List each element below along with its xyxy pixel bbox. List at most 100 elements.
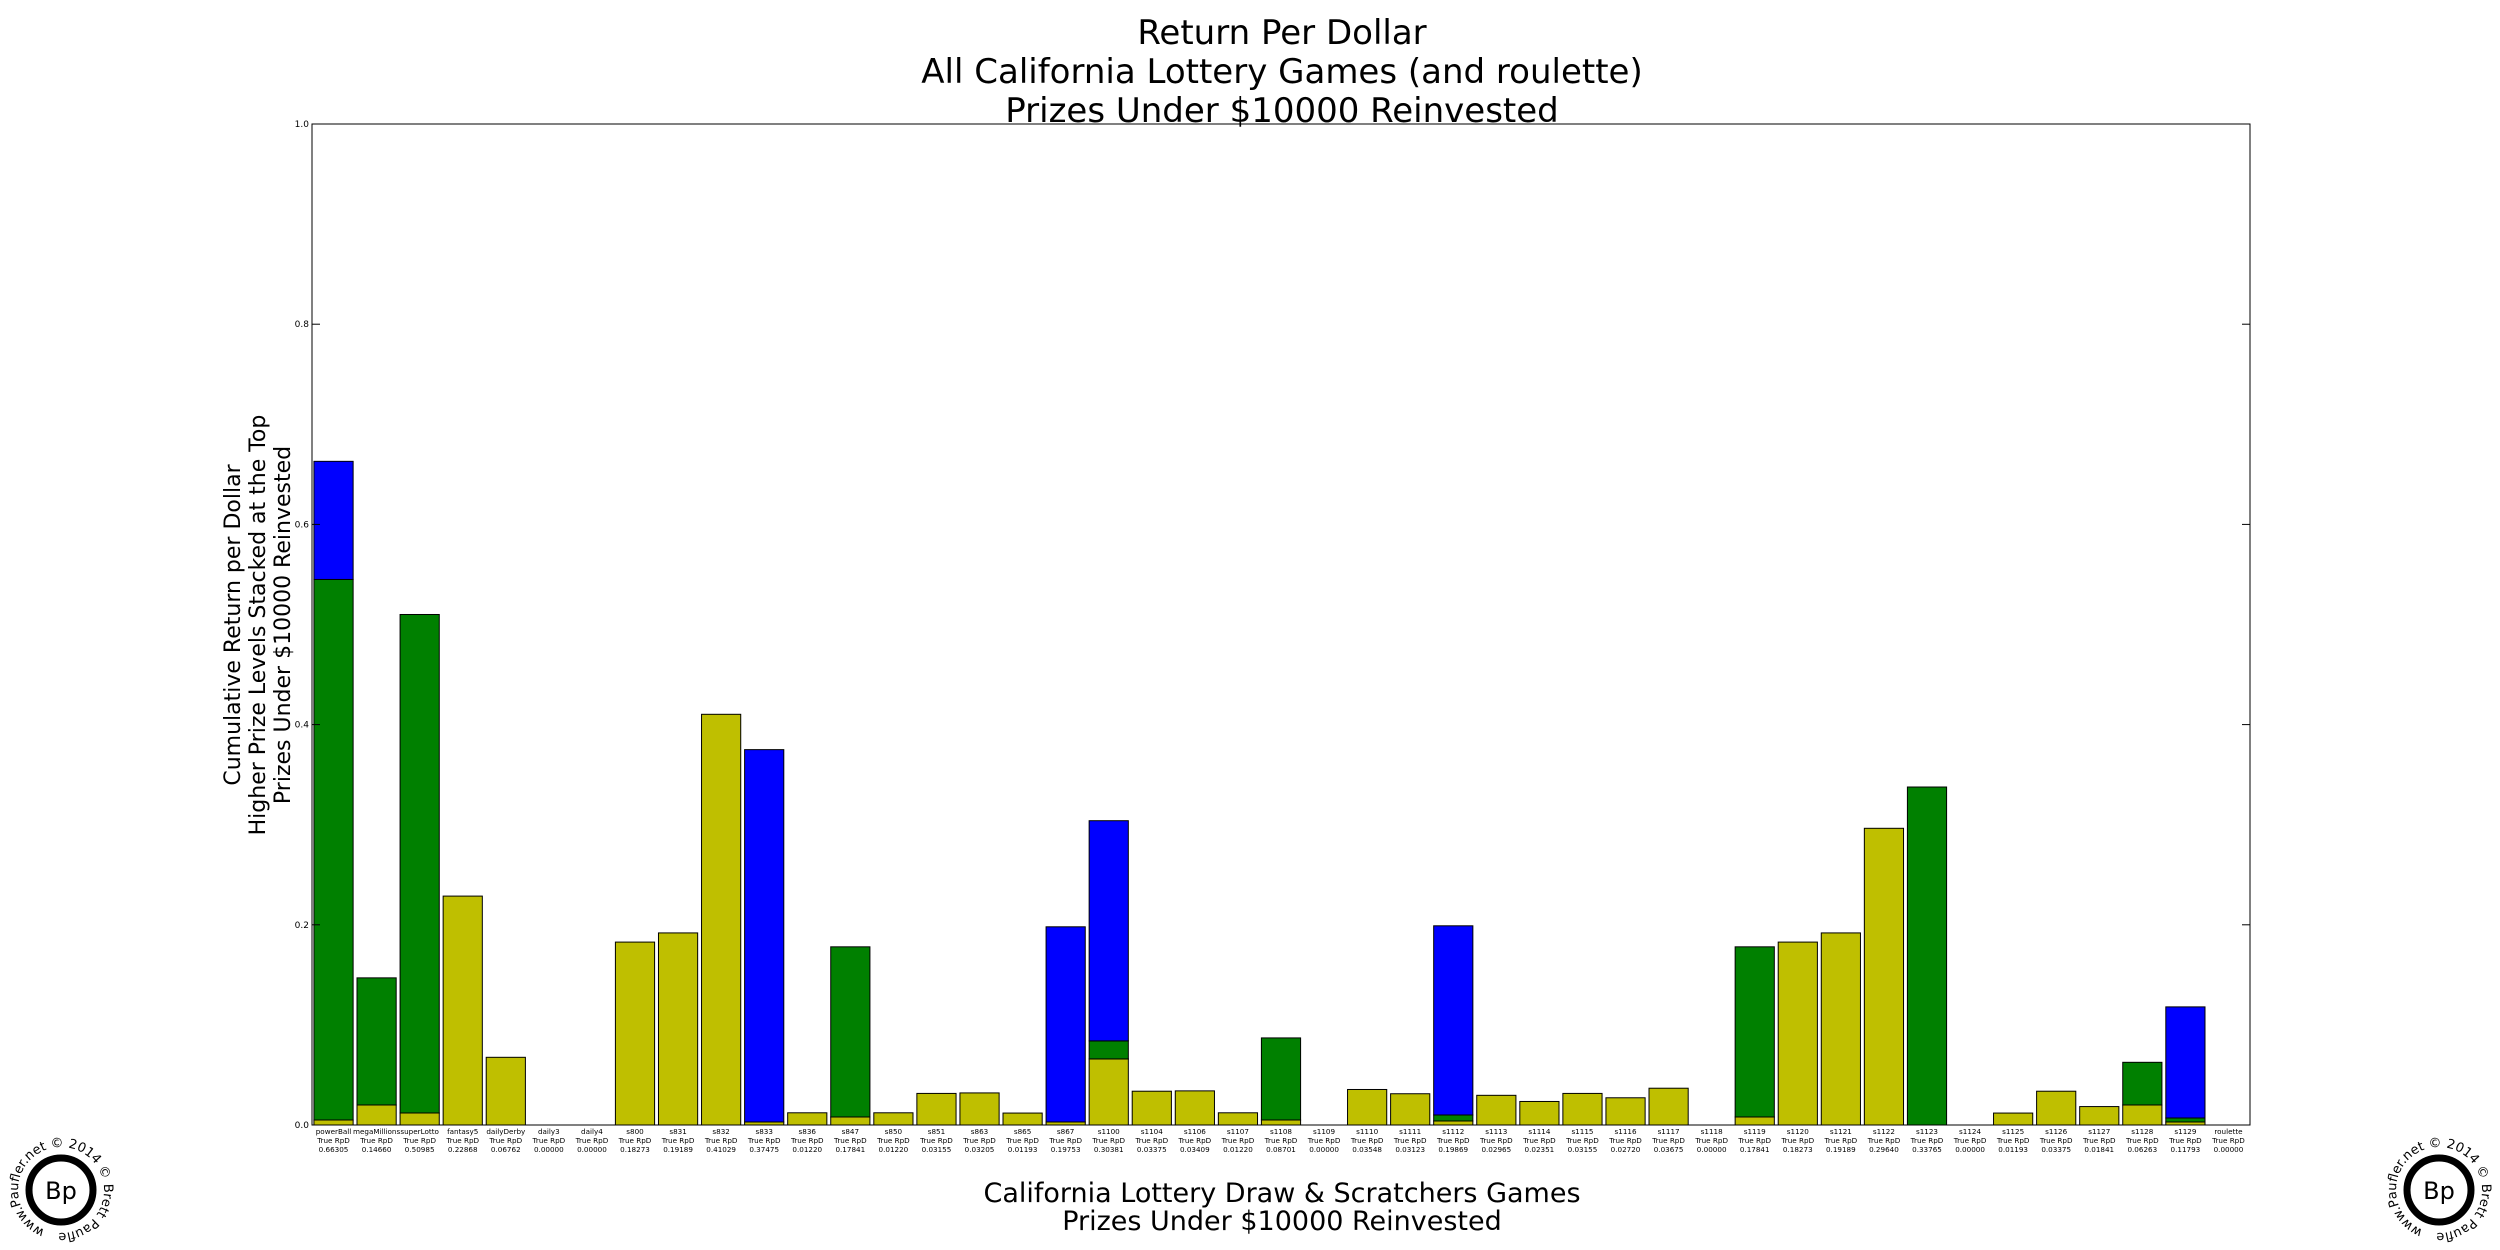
chart-title-line-2: All California Lottery Games (and roulet… bbox=[921, 52, 1642, 92]
x-category-rpd-value: 0.02965 bbox=[1481, 1145, 1511, 1154]
x-category-rpd-prefix: True RpD bbox=[704, 1136, 738, 1145]
x-category-rpd-value: 0.01220 bbox=[792, 1145, 822, 1154]
y-axis-label-line-1: Cumulative Return per Dollar bbox=[221, 463, 246, 785]
x-category-rpd-value: 0.17841 bbox=[835, 1145, 865, 1154]
x-category-name: daily4 bbox=[581, 1127, 603, 1136]
y-tick-label: 0.6 bbox=[295, 520, 310, 530]
bar-segment-green bbox=[1260, 1037, 1302, 1121]
y-axis-label: Cumulative Return per Dollar Higher Priz… bbox=[221, 415, 296, 836]
bar-segment-yellow bbox=[1648, 1087, 1689, 1126]
bar-segment-yellow bbox=[701, 713, 742, 1126]
bar-segment-yellow bbox=[1174, 1090, 1215, 1126]
x-category-rpd-value: 0.00000 bbox=[1309, 1145, 1339, 1154]
bar-segment-yellow bbox=[916, 1092, 957, 1126]
x-category-rpd-value: 0.19753 bbox=[1051, 1145, 1081, 1154]
bar-segment-green bbox=[2165, 1117, 2206, 1123]
x-category-name: s1127 bbox=[2088, 1127, 2110, 1136]
bar-s867 bbox=[1045, 926, 1086, 1126]
bar-segment-yellow bbox=[1562, 1092, 1603, 1126]
bar-segment-yellow bbox=[1993, 1112, 2034, 1126]
bar-s1111 bbox=[1390, 1093, 1431, 1126]
bar-segment-yellow bbox=[442, 895, 483, 1126]
x-category-rpd-prefix: True RpD bbox=[1264, 1136, 1298, 1145]
x-category-rpd-prefix: True RpD bbox=[1565, 1136, 1599, 1145]
bar-s850 bbox=[873, 1112, 914, 1126]
bars bbox=[313, 460, 2206, 1126]
bar-segment-yellow bbox=[959, 1092, 1000, 1126]
x-category-rpd-prefix: True RpD bbox=[2125, 1136, 2159, 1145]
x-category-rpd-value: 0.14660 bbox=[362, 1145, 392, 1154]
x-category-name: s1120 bbox=[1787, 1127, 1809, 1136]
bar-s1129 bbox=[2165, 1006, 2206, 1126]
logo-mark: Bp bbox=[45, 1177, 77, 1205]
x-category-name: s1126 bbox=[2045, 1127, 2067, 1136]
x-category-rpd-value: 0.03375 bbox=[2041, 1145, 2071, 1154]
x-category-rpd-value: 0.00000 bbox=[2214, 1145, 2244, 1154]
x-category-rpd-prefix: True RpD bbox=[1824, 1136, 1858, 1145]
x-category-rpd-prefix: True RpD bbox=[1048, 1136, 1082, 1145]
x-category-rpd-prefix: True RpD bbox=[747, 1136, 781, 1145]
x-category-name: s1129 bbox=[2174, 1127, 2196, 1136]
x-category-rpd-prefix: True RpD bbox=[1694, 1136, 1728, 1145]
x-category-rpd-value: 0.03409 bbox=[1180, 1145, 1210, 1154]
bar-powerBall bbox=[313, 460, 354, 1126]
x-category-rpd-prefix: True RpD bbox=[2168, 1136, 2202, 1145]
x-category-rpd-value: 0.03205 bbox=[965, 1145, 995, 1154]
x-category-rpd-value: 0.01220 bbox=[879, 1145, 909, 1154]
logo-ring-text-path: www.Paufler.net © 2014 © Brett Paufler © bbox=[0, 0, 115, 1244]
x-category-name: s1121 bbox=[1830, 1127, 1852, 1136]
bar-segment-yellow bbox=[1131, 1090, 1172, 1126]
x-category-rpd-prefix: True RpD bbox=[919, 1136, 953, 1145]
x-category-rpd-value: 0.11793 bbox=[2171, 1145, 2201, 1154]
x-category-rpd-value: 0.29640 bbox=[1869, 1145, 1899, 1154]
x-category-name: dailyDerby bbox=[486, 1127, 526, 1136]
x-category-rpd-value: 0.03675 bbox=[1654, 1145, 1684, 1154]
x-category-rpd-prefix: True RpD bbox=[2211, 1136, 2245, 1145]
x-category-rpd-prefix: True RpD bbox=[1780, 1136, 1814, 1145]
x-category-rpd-value: 0.00000 bbox=[577, 1145, 607, 1154]
bar-segment-yellow bbox=[1777, 941, 1818, 1126]
x-category-rpd-value: 0.03155 bbox=[1568, 1145, 1598, 1154]
x-category-name: fantasy5 bbox=[447, 1127, 478, 1136]
x-category-rpd-prefix: True RpD bbox=[661, 1136, 695, 1145]
x-axis-categories: powerBall True RpD 0.66305 megaMillions True… bbox=[316, 1127, 2245, 1154]
bar-segment-yellow bbox=[2122, 1104, 2163, 1126]
x-category-rpd-prefix: True RpD bbox=[575, 1136, 609, 1145]
bar-segment-yellow bbox=[787, 1112, 828, 1126]
x-category-name: s1112 bbox=[1442, 1127, 1464, 1136]
bar-segment-yellow bbox=[657, 932, 699, 1126]
x-category-rpd-prefix: True RpD bbox=[1134, 1136, 1168, 1145]
bar-s1122 bbox=[1863, 827, 1905, 1126]
bar-s1106 bbox=[1174, 1090, 1215, 1126]
bar-segment-yellow bbox=[1347, 1088, 1388, 1126]
bar-s1114 bbox=[1519, 1100, 1560, 1126]
x-category-rpd-value: 0.02720 bbox=[1611, 1145, 1641, 1154]
x-category-rpd-value: 0.30381 bbox=[1094, 1145, 1124, 1154]
x-category-name: s1111 bbox=[1399, 1127, 1421, 1136]
bar-s831 bbox=[657, 932, 699, 1126]
bar-s1120 bbox=[1777, 941, 1818, 1126]
x-category-rpd-value: 0.37475 bbox=[749, 1145, 779, 1154]
logo-ring bbox=[25, 1154, 97, 1226]
bar-s1125 bbox=[1993, 1112, 2034, 1126]
bar-segment-green bbox=[1088, 1040, 1129, 1060]
x-category-rpd-value: 0.41029 bbox=[706, 1145, 736, 1154]
y-tick-label: 0.2 bbox=[295, 921, 309, 931]
bar-segment-yellow bbox=[1820, 932, 1861, 1126]
x-category-name: s800 bbox=[626, 1127, 644, 1136]
x-category-rpd-prefix: True RpD bbox=[1608, 1136, 1642, 1145]
x-category-rpd-value: 0.03375 bbox=[1137, 1145, 1167, 1154]
x-category-rpd-value: 0.18273 bbox=[620, 1145, 650, 1154]
bar-s863 bbox=[959, 1092, 1000, 1126]
x-category-rpd-value: 0.01193 bbox=[1008, 1145, 1038, 1154]
bar-s1121 bbox=[1820, 932, 1861, 1126]
bar-s1127 bbox=[2079, 1106, 2120, 1126]
x-category-name: s1116 bbox=[1615, 1127, 1637, 1136]
x-category-rpd-prefix: True RpD bbox=[790, 1136, 824, 1145]
x-category-name: s831 bbox=[669, 1127, 686, 1136]
x-category-name: s1100 bbox=[1098, 1127, 1120, 1136]
bar-s1119 bbox=[1734, 946, 1775, 1126]
bar-segment-blue bbox=[1045, 926, 1086, 1123]
bar-segment-blue bbox=[1433, 925, 1474, 1116]
